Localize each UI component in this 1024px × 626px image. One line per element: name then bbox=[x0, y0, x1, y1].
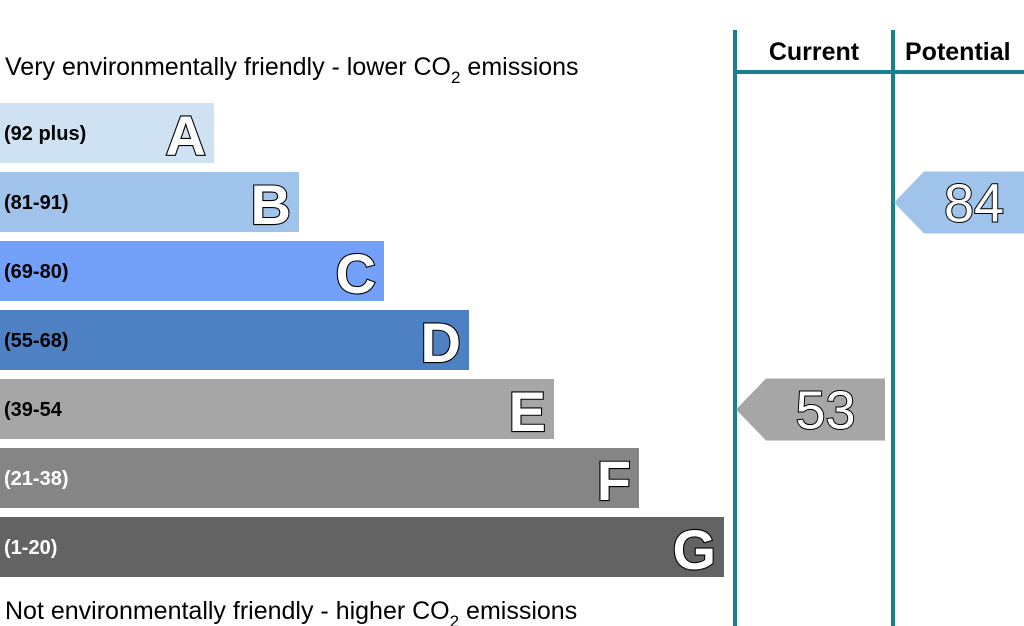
band-range-label: (69-80) bbox=[4, 261, 68, 283]
band-letter: B bbox=[251, 173, 291, 236]
band-range-label: (81-91) bbox=[4, 192, 68, 214]
arrow-score: 84 bbox=[944, 174, 1004, 234]
band-bar-f bbox=[0, 448, 639, 508]
band-letter: G bbox=[672, 518, 716, 581]
band-d: (55-68) D bbox=[0, 310, 469, 375]
arrow-current: 53 bbox=[736, 378, 885, 442]
top-caption: Very environmentally friendly - lower CO… bbox=[5, 53, 579, 87]
band-letter: D bbox=[421, 311, 461, 374]
band-bar-g bbox=[0, 517, 724, 577]
band-range-label: (1-20) bbox=[4, 537, 57, 559]
band-bar-c bbox=[0, 241, 384, 301]
band-range-label: (39-54 bbox=[4, 399, 63, 421]
band-bar-b bbox=[0, 172, 299, 232]
rating-bands: (92 plus) A(81-91) B(69-80) C(55-68) D(39-54… bbox=[0, 103, 724, 582]
band-range-label: (21-38) bbox=[4, 468, 68, 490]
band-e: (39-54 E bbox=[0, 379, 554, 444]
band-a: (92 plus) A bbox=[0, 103, 214, 168]
column-header-potential: Potential bbox=[905, 38, 1011, 66]
band-bar-d bbox=[0, 310, 469, 370]
band-letter: A bbox=[166, 104, 206, 167]
rating-columns: Current Potential bbox=[733, 30, 1024, 626]
band-letter: E bbox=[509, 380, 546, 443]
band-g: (1-20) G bbox=[0, 517, 724, 582]
band-bar-e bbox=[0, 379, 554, 439]
column-header-current: Current bbox=[769, 38, 860, 66]
band-c: (69-80) C bbox=[0, 241, 384, 306]
score-arrows: 53 84 bbox=[736, 171, 1024, 442]
band-b: (81-91) B bbox=[0, 172, 299, 237]
bottom-caption: Not environmentally friendly - higher CO… bbox=[5, 597, 577, 626]
arrow-shape bbox=[736, 378, 885, 441]
arrow-shape bbox=[894, 171, 1024, 234]
band-range-label: (55-68) bbox=[4, 330, 68, 352]
band-letter: C bbox=[336, 242, 376, 305]
arrow-potential: 84 bbox=[894, 171, 1024, 235]
band-letter: F bbox=[597, 449, 631, 512]
band-range-label: (92 plus) bbox=[4, 123, 86, 145]
arrow-score: 53 bbox=[795, 381, 855, 441]
band-bar-a bbox=[0, 103, 214, 163]
band-f: (21-38) F bbox=[0, 448, 639, 513]
